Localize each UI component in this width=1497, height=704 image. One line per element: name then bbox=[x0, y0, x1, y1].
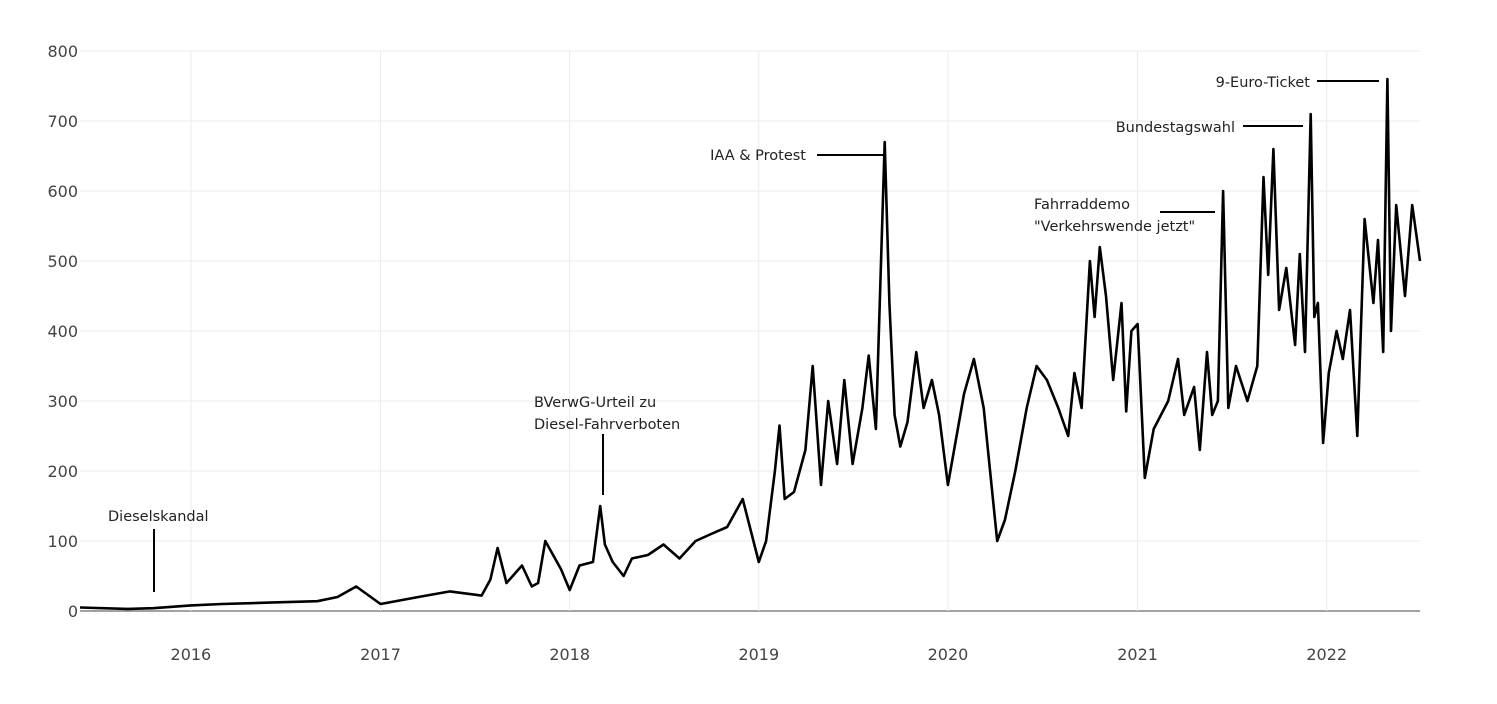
y-axis-ticks: 0 100 200 300 400 500 600 700 800 bbox=[47, 42, 78, 621]
annotation-label: IAA & Protest bbox=[710, 148, 806, 164]
y-tick-label: 500 bbox=[47, 252, 78, 271]
annotation-label: "Verkehrswende jetzt" bbox=[1034, 219, 1195, 235]
gridlines bbox=[80, 50, 1420, 612]
annotations: Dieselskandal BVerwG-Urteil zu Diesel-Fahr… bbox=[108, 75, 1379, 592]
x-tick-label: 2017 bbox=[360, 645, 401, 664]
annotation-label: BVerwG-Urteil zu bbox=[534, 395, 656, 411]
x-tick-label: 2019 bbox=[738, 645, 779, 664]
x-tick-label: 2022 bbox=[1306, 645, 1347, 664]
series-line bbox=[79, 77, 1422, 611]
y-tick-label: 200 bbox=[47, 462, 78, 481]
annotation-label: Dieselskandal bbox=[108, 509, 209, 525]
annotation-label: Diesel-Fahrverboten bbox=[534, 417, 680, 433]
x-axis-ticks: 2016 2017 2018 2019 2020 2021 2022 bbox=[171, 645, 1348, 664]
y-tick-label: 600 bbox=[47, 182, 78, 201]
annotation-label: Fahrraddemo bbox=[1034, 197, 1130, 213]
y-tick-label: 800 bbox=[47, 42, 78, 61]
y-tick-label: 700 bbox=[47, 112, 78, 131]
y-tick-label: 100 bbox=[47, 532, 78, 551]
x-tick-label: 2016 bbox=[171, 645, 212, 664]
annotation-label: 9-Euro-Ticket bbox=[1216, 75, 1311, 91]
x-tick-label: 2021 bbox=[1117, 645, 1158, 664]
x-tick-label: 2020 bbox=[928, 645, 969, 664]
annotation-label: Bundestagswahl bbox=[1116, 120, 1235, 136]
y-tick-label: 300 bbox=[47, 392, 78, 411]
y-tick-label: 400 bbox=[47, 322, 78, 341]
series-layer bbox=[79, 77, 1422, 611]
x-tick-label: 2018 bbox=[549, 645, 590, 664]
y-tick-label: 0 bbox=[68, 602, 78, 621]
